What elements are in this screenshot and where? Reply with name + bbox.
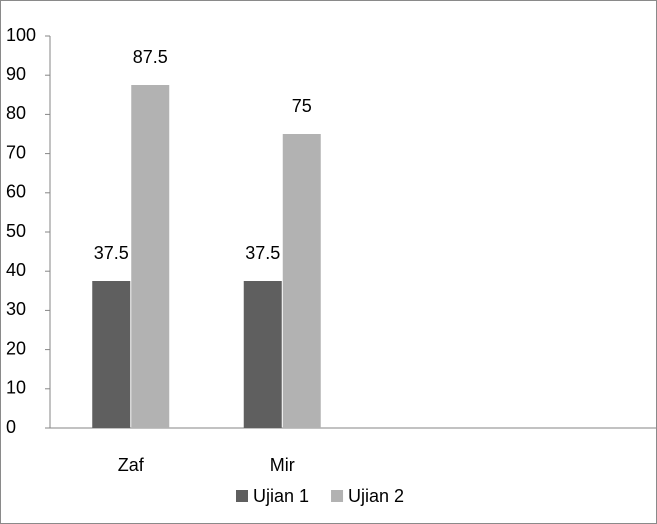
bar [131, 85, 170, 428]
legend-label: Ujian 1 [253, 486, 309, 506]
bar [243, 281, 282, 428]
y-tick-label: 20 [6, 338, 26, 358]
bar [92, 281, 131, 428]
x-tick-label: Zaf [118, 455, 145, 475]
y-tick-label: 100 [6, 25, 36, 45]
y-tick-label: 90 [6, 64, 26, 84]
legend-swatch [331, 490, 344, 502]
data-label: 87.5 [133, 47, 168, 67]
legend-label: Ujian 2 [348, 486, 404, 506]
x-tick-label: Mir [270, 455, 295, 475]
y-tick-label: 30 [6, 299, 26, 319]
legend-swatch [236, 490, 248, 502]
y-tick-label: 60 [6, 182, 26, 202]
bar [282, 134, 321, 428]
y-tick-label: 10 [6, 378, 26, 398]
y-tick-label: 40 [6, 260, 26, 280]
y-tick-label: 80 [6, 103, 26, 123]
data-label: 37.5 [245, 243, 280, 263]
y-tick-label: 50 [6, 221, 26, 241]
data-label: 75 [292, 96, 312, 116]
y-tick-label: 0 [6, 417, 16, 437]
data-label: 37.5 [94, 243, 129, 263]
y-tick-label: 70 [6, 142, 26, 162]
